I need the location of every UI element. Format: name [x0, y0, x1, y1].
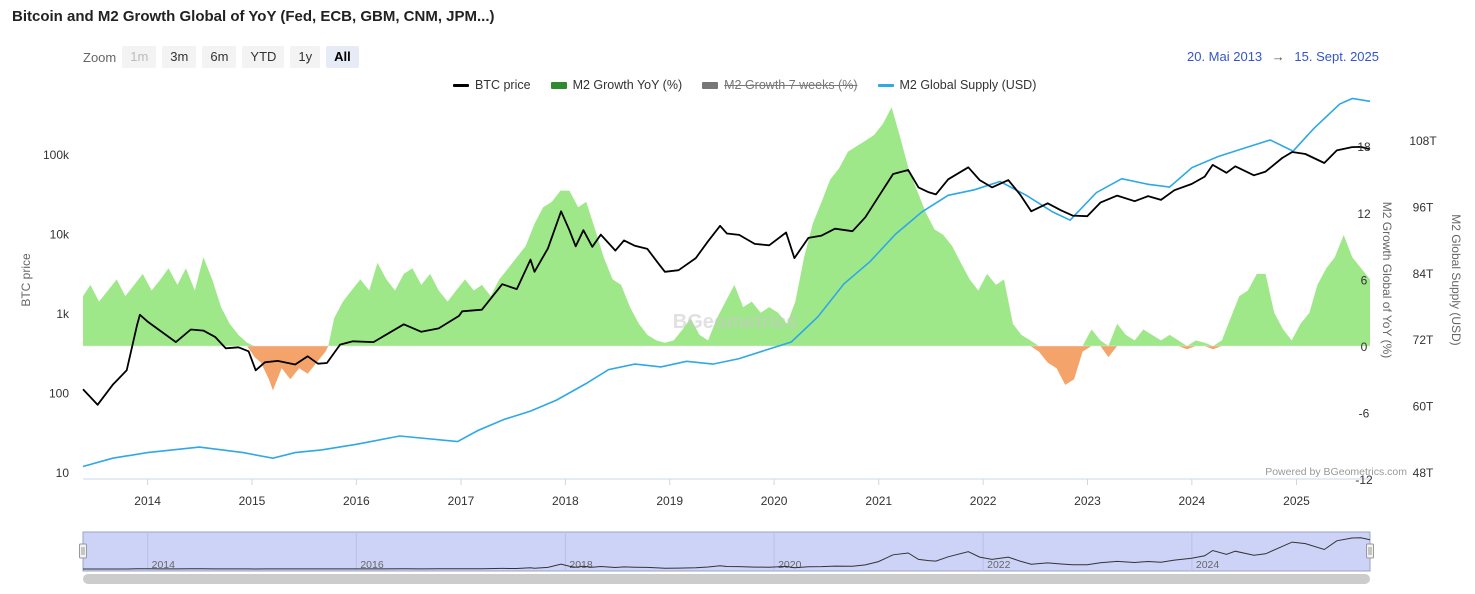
legend-label: M2 Global Supply (USD) [899, 78, 1037, 92]
legend-item-m2-growth-7-weeks[interactable]: M2 Growth 7 weeks (%) [702, 78, 858, 92]
zoom-3m-button[interactable]: 3m [162, 46, 197, 68]
zoom-toolbar: Zoom 1m 3m 6m YTD 1y All [83, 46, 365, 68]
zoom-all-button[interactable]: All [326, 46, 359, 68]
scrollbar-thumb[interactable] [83, 574, 1370, 584]
x-tick-label: 2018 [552, 494, 579, 508]
navigator-tick-label: 2022 [987, 559, 1011, 571]
supply-line-swatch-icon [877, 83, 894, 87]
yoy-axis-tick-label: -6 [1359, 407, 1370, 421]
legend-label: M2 Growth YoY (%) [572, 78, 683, 92]
supply-axis-tick-label: 108T [1409, 134, 1437, 148]
axes: 2014 2015 2016 2017 2018 2019 2020 2021 2022 2023… [19, 134, 1463, 508]
date-range-display: 20. Mai 2013 → 15. Sept. 2025 [1187, 49, 1379, 64]
navigator-tick-label: 2024 [1196, 559, 1220, 571]
x-tick-label: 2015 [239, 494, 266, 508]
m2-yoy-positive-area [83, 107, 1370, 346]
btc-axis-tick-label: 10 [56, 466, 70, 480]
x-tick-label: 2021 [865, 494, 892, 508]
area-swatch-icon [702, 81, 719, 89]
chart-legend: BTC price M2 Growth YoY (%) M2 Growth 7 … [453, 78, 1056, 92]
yoy-axis-tick-label: 6 [1361, 273, 1368, 287]
m2-supply-series [82, 97, 1371, 468]
navigator-selection[interactable] [82, 531, 1371, 572]
legend-item-m2-global-supply[interactable]: M2 Global Supply (USD) [877, 78, 1037, 92]
watermark-text: BGeometrics [673, 311, 798, 333]
x-tick-label: 2016 [343, 494, 370, 508]
range-to[interactable]: 15. Sept. 2025 [1294, 49, 1379, 64]
area-swatch-icon [550, 81, 567, 89]
watermark: BGeometrics [673, 311, 798, 333]
x-tick-label: 2025 [1283, 494, 1310, 508]
navigator-left-handle[interactable] [79, 543, 87, 559]
x-tick-label: 2022 [970, 494, 997, 508]
supply-axis-tick-label: 96T [1413, 200, 1434, 214]
navigator-tick-label: 2016 [360, 559, 384, 571]
yoy-axis-tick-label: -12 [1355, 473, 1373, 487]
credits[interactable]: Powered by BGeometrics.com [1265, 466, 1407, 478]
yoy-axis-tick-label: 0 [1361, 340, 1368, 354]
m2-supply-line [82, 97, 1371, 468]
chart-title: Bitcoin and M2 Growth Global of YoY (Fed… [12, 8, 495, 25]
legend-item-btc-price[interactable]: BTC price [453, 78, 531, 92]
yoy-axis-tick-label: 12 [1357, 207, 1371, 221]
range-arrow: → [1271, 49, 1285, 64]
supply-axis-tick-label: 72T [1413, 333, 1434, 347]
x-tick-label: 2014 [134, 494, 161, 508]
x-tick-label: 2024 [1179, 494, 1206, 508]
navigator-tick-label: 2018 [569, 559, 593, 571]
x-tick-label: 2019 [656, 494, 683, 508]
yoy-axis-tick-label: 18 [1357, 140, 1371, 154]
supply-axis-title: M2 Global Supply (USD) [1449, 214, 1463, 345]
zoom-1m-button[interactable]: 1m [122, 46, 157, 68]
navigator-tick-label: 2020 [778, 559, 802, 571]
range-from[interactable]: 20. Mai 2013 [1187, 49, 1263, 64]
m2-growth-yoy-area [83, 107, 1370, 391]
m2-yoy-negative-area [83, 346, 1370, 391]
legend-label: BTC price [475, 78, 531, 92]
navigator-series-line [83, 537, 1371, 570]
x-tick-label: 2020 [761, 494, 788, 508]
x-tick-label: 2023 [1074, 494, 1101, 508]
btc-line-swatch-icon [453, 83, 469, 87]
btc-axis-tick-label: 100 [49, 387, 69, 401]
btc-axis-title: BTC price [19, 253, 33, 307]
zoom-ytd-button[interactable]: YTD [242, 46, 285, 68]
zoom-6m-button[interactable]: 6m [202, 46, 237, 68]
supply-axis-tick-label: 48T [1413, 466, 1434, 480]
btc-price-series [82, 145, 1371, 406]
btc-axis-tick-label: 1k [56, 307, 70, 321]
legend-item-m2-growth-yoy[interactable]: M2 Growth YoY (%) [550, 78, 683, 92]
yoy-axis-title: M2 Growth Global of YoY (%) [1380, 202, 1394, 359]
navigator-right-handle[interactable] [1366, 543, 1374, 559]
navigator-tick-label: 2014 [152, 559, 176, 571]
btc-axis-tick-label: 10k [50, 228, 70, 242]
zoom-1y-button[interactable]: 1y [290, 46, 321, 68]
navigator[interactable]: 2014 2016 2018 2020 2022 2024 [79, 531, 1374, 584]
supply-axis-tick-label: 84T [1413, 267, 1434, 281]
supply-axis-tick-label: 60T [1413, 400, 1434, 414]
btc-axis-tick-label: 100k [43, 148, 70, 162]
x-tick-label: 2017 [448, 494, 475, 508]
zoom-label: Zoom [83, 49, 117, 65]
btc-price-line [82, 145, 1371, 406]
legend-label: M2 Growth 7 weeks (%) [724, 78, 858, 92]
